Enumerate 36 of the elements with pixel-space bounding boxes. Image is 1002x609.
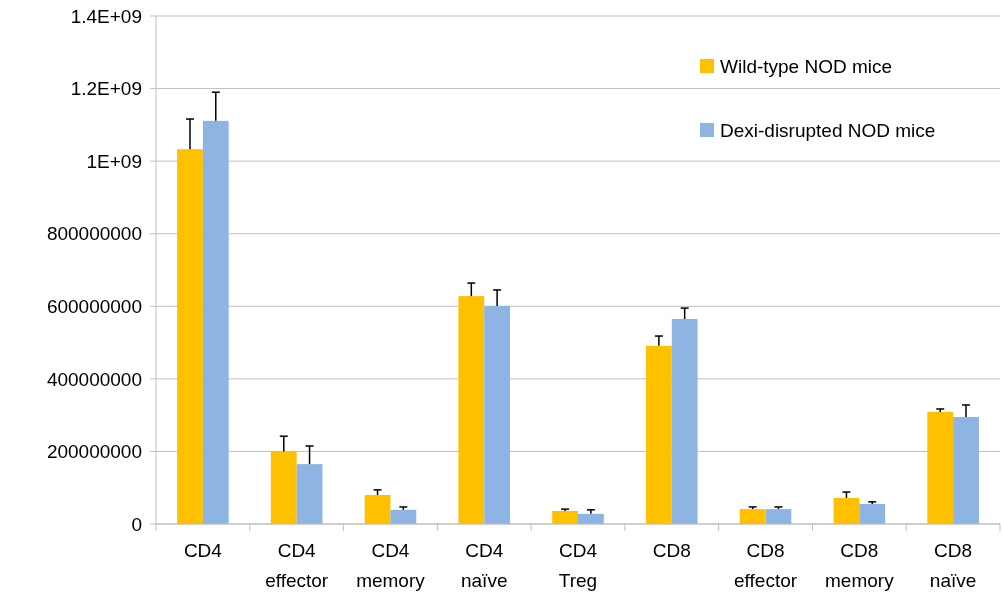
bar [202, 120, 229, 524]
y-tick-label: 1E+09 [86, 150, 142, 172]
legend-label: Wild-type NOD mice [720, 55, 893, 77]
x-tick-label: CD8 naïve [929, 540, 977, 591]
x-tick-label: CD4 [183, 540, 223, 561]
x-tick-label: CD8 memory [825, 540, 895, 591]
x-tick-label: CD4 naïve [460, 540, 508, 591]
x-tick-label: CD4 Treg [558, 540, 598, 591]
bar [859, 504, 886, 524]
bar [364, 494, 391, 524]
bar [296, 464, 323, 524]
legend-label: Dexi-disrupted NOD mice [720, 119, 936, 141]
bar [645, 345, 672, 524]
bar [671, 318, 698, 524]
bar [833, 497, 860, 524]
y-tick-label: 0 [131, 513, 142, 535]
y-tick-label: 1.4E+09 [70, 5, 142, 27]
bar [927, 411, 954, 524]
bar [739, 509, 766, 524]
x-tick-label: CD4 effector [265, 540, 329, 591]
bar [458, 296, 485, 524]
bar [270, 451, 297, 524]
y-tick-label: 200000000 [46, 441, 142, 463]
y-tick-label: 400000000 [46, 368, 142, 390]
y-tick-label: 600000000 [46, 295, 142, 317]
y-tick-label: 800000000 [46, 223, 142, 245]
bar [177, 149, 203, 524]
bar [765, 509, 792, 524]
bar [484, 305, 511, 524]
bar [953, 416, 979, 524]
x-tick-label: CD8 [652, 540, 691, 561]
x-tick-label: CD4 memory [356, 540, 426, 591]
bar [390, 509, 417, 524]
bar [552, 510, 578, 524]
y-tick-label: 1.2E+09 [70, 78, 142, 100]
x-tick-label: CD8 effector [734, 540, 798, 591]
